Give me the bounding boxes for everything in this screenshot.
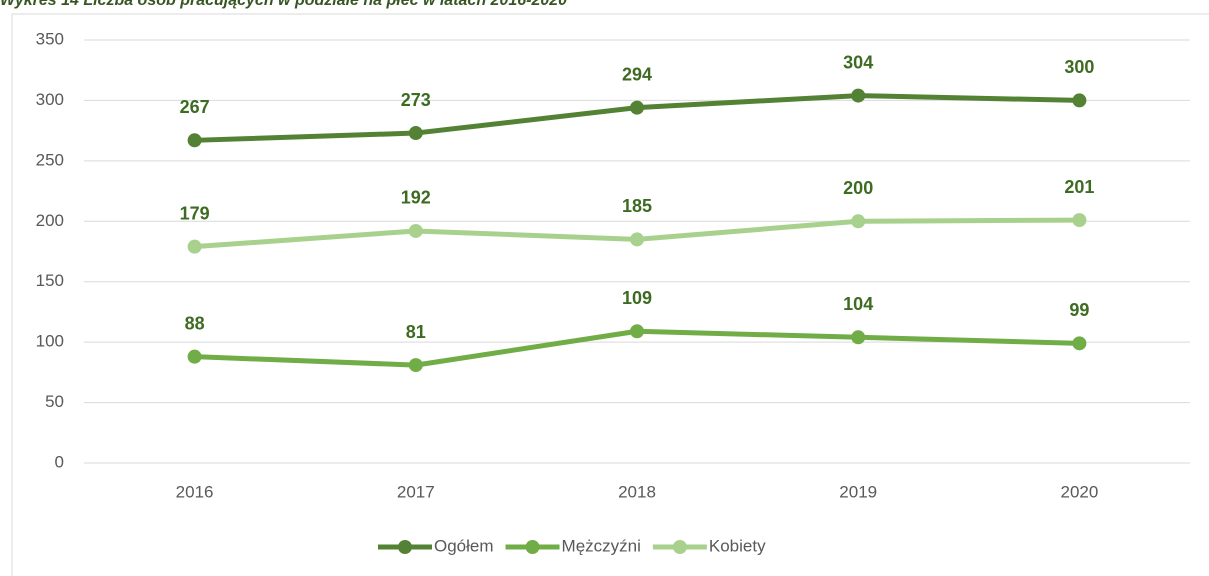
legend-label: Ogółem xyxy=(434,536,494,555)
data-label: 192 xyxy=(401,188,431,208)
data-label: 201 xyxy=(1064,177,1094,197)
data-label: 273 xyxy=(401,90,431,110)
legend-label: Kobiety xyxy=(709,536,766,555)
point xyxy=(408,126,423,141)
y-tick-label: 200 xyxy=(36,211,64,230)
point xyxy=(851,330,866,345)
legend-label: Mężczyźni xyxy=(562,536,641,555)
legend-marker xyxy=(398,540,412,554)
y-tick-label: 50 xyxy=(45,392,64,411)
point xyxy=(851,214,866,229)
point xyxy=(408,223,423,238)
data-label: 99 xyxy=(1069,300,1089,320)
legend-marker xyxy=(672,540,687,554)
point xyxy=(408,358,423,373)
data-label: 294 xyxy=(622,64,652,84)
data-label: 300 xyxy=(1064,57,1094,77)
y-tick-label: 100 xyxy=(36,332,64,351)
point xyxy=(630,100,644,115)
data-label: 109 xyxy=(622,288,652,308)
x-tick-label: 2019 xyxy=(839,482,877,501)
data-label: 185 xyxy=(622,196,652,216)
y-tick-label: 0 xyxy=(55,452,64,471)
y-tick-label: 350 xyxy=(36,29,64,48)
point xyxy=(187,349,202,364)
point xyxy=(1072,213,1087,228)
data-label: 81 xyxy=(406,322,426,342)
point xyxy=(630,232,644,247)
chart-title: Wykres 14 Liczba osób pracujących w podz… xyxy=(0,0,567,9)
point xyxy=(187,133,202,148)
y-tick-label: 150 xyxy=(36,271,64,290)
data-label: 304 xyxy=(843,52,873,72)
point xyxy=(851,88,866,103)
data-label: 104 xyxy=(843,294,873,314)
data-label: 88 xyxy=(185,313,205,333)
data-label: 267 xyxy=(180,97,210,117)
data-label: 200 xyxy=(843,178,873,198)
chart-border xyxy=(11,13,1209,576)
point xyxy=(187,239,202,254)
legend-marker xyxy=(525,540,540,554)
x-tick-label: 2020 xyxy=(1060,482,1098,501)
y-tick-label: 300 xyxy=(36,90,64,109)
point xyxy=(630,324,644,339)
x-tick-label: 2016 xyxy=(176,482,214,501)
data-label: 179 xyxy=(180,203,210,223)
point xyxy=(1072,336,1087,351)
x-tick-label: 2017 xyxy=(397,482,435,501)
x-tick-label: 2018 xyxy=(618,482,656,501)
point xyxy=(1072,93,1087,108)
y-tick-label: 250 xyxy=(36,150,64,169)
